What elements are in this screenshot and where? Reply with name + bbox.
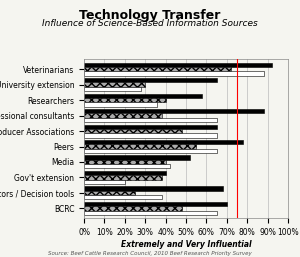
Bar: [84, 186, 223, 191]
Bar: [84, 129, 182, 133]
Bar: [84, 155, 190, 160]
Bar: [84, 202, 227, 206]
Bar: [84, 191, 135, 195]
Text: Technology Transfer: Technology Transfer: [79, 9, 221, 22]
Bar: [84, 195, 161, 199]
Bar: [84, 63, 272, 67]
Bar: [84, 102, 158, 107]
Bar: [84, 149, 217, 153]
Bar: [84, 125, 217, 129]
X-axis label: Extremely and Very Influential: Extremely and Very Influential: [121, 240, 251, 249]
Bar: [84, 98, 166, 102]
Bar: [84, 71, 263, 76]
Bar: [84, 78, 217, 82]
Text: Source: Beef Cattle Research Council, 2010 Beef Research Priority Survey: Source: Beef Cattle Research Council, 20…: [48, 251, 252, 256]
Bar: [84, 180, 125, 184]
Bar: [84, 82, 145, 87]
Bar: [84, 87, 141, 91]
Bar: [84, 140, 243, 144]
Bar: [84, 171, 166, 175]
Text: Influence of Science-Based Information Sources: Influence of Science-Based Information S…: [42, 19, 258, 28]
Bar: [84, 109, 263, 113]
Bar: [84, 94, 202, 98]
Bar: [84, 210, 217, 215]
Bar: [84, 118, 217, 122]
Bar: [84, 160, 166, 164]
Bar: [84, 175, 161, 180]
Bar: [84, 133, 217, 137]
Bar: [84, 113, 161, 118]
Bar: [84, 67, 231, 71]
Bar: [84, 144, 196, 149]
Bar: [84, 206, 182, 210]
Bar: [84, 164, 170, 169]
